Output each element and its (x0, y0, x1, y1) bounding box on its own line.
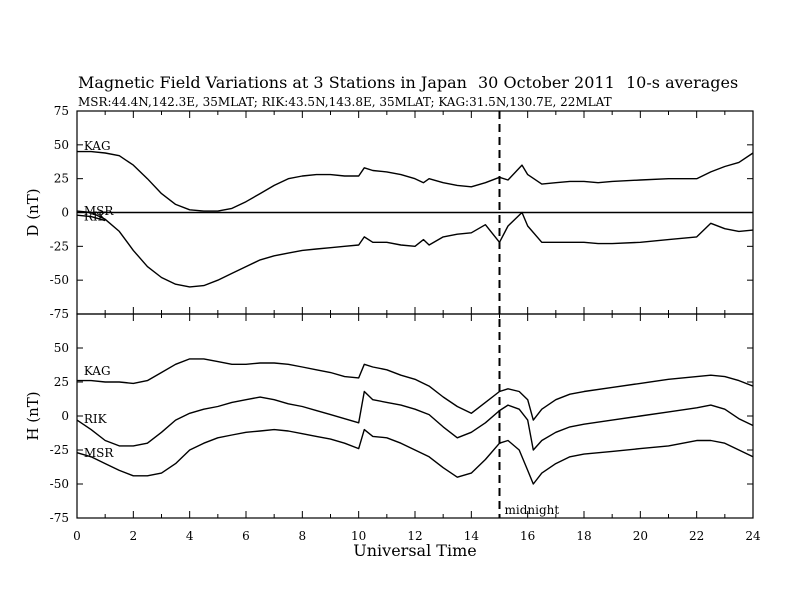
y-tick-label: -25 (50, 239, 69, 253)
x-tick-label: 0 (73, 529, 81, 543)
y-tick-label: 0 (61, 409, 69, 423)
y-tick-label: -50 (50, 273, 69, 287)
series-line-bottom-msr (76, 428, 754, 485)
series-label-top-rik: RIK (84, 210, 108, 224)
series-label-bottom-msr: MSR (84, 446, 115, 460)
series-label-top-msr: MSR (84, 204, 115, 218)
stations-info-line: MSR:44.4N,142.3E, 35MLAT; RIK:43.5N,143.… (78, 95, 612, 109)
x-tick-label: 6 (242, 529, 250, 543)
chart-title: Magnetic Field Variations at 3 Stations … (78, 73, 467, 92)
x-tick-label: 14 (464, 529, 480, 543)
x-axis-label: Universal Time (353, 541, 476, 560)
x-tick-label: 22 (689, 529, 704, 543)
x-tick-label: 20 (633, 529, 648, 543)
series-label-bottom-rik: RIK (84, 412, 108, 426)
bottom-panel-frame (76, 313, 754, 519)
series-line-top-rik (76, 214, 106, 222)
top-y-axis-label: D (nT) (24, 188, 42, 236)
y-tick-label: -25 (50, 443, 69, 457)
y-tick-label: 50 (54, 341, 69, 355)
series-label-bottom-kag: KAG (84, 364, 111, 378)
x-tick-label: 24 (745, 529, 761, 543)
chart-date: 30 October 2011 (478, 73, 615, 92)
x-tick-label: 18 (576, 529, 591, 543)
bottom-y-axis-label: H (nT) (24, 391, 42, 440)
x-tick-label: 10 (351, 529, 366, 543)
y-tick-label: 50 (54, 138, 69, 152)
x-tick-label: 2 (130, 529, 138, 543)
midnight-label: midnight (505, 503, 560, 517)
y-tick-label: -75 (50, 511, 69, 525)
chart-averaging-note: 10-s averages (626, 73, 738, 92)
x-tick-label: 8 (299, 529, 307, 543)
series-label-top-kag: KAG (84, 139, 111, 153)
y-tick-label: 0 (61, 206, 69, 220)
x-tick-label: 4 (186, 529, 194, 543)
x-tick-label: 12 (407, 529, 422, 543)
y-tick-label: -50 (50, 477, 69, 491)
series-line-bottom-rik (76, 390, 754, 451)
series-line-top-kag (77, 150, 754, 212)
x-tick-label: 16 (520, 529, 535, 543)
y-tick-label: 75 (54, 104, 69, 118)
y-tick-label: 25 (54, 375, 69, 389)
y-tick-label: -75 (50, 307, 69, 321)
series-line-top-msr (76, 210, 754, 288)
series-line-bottom-kag (77, 358, 754, 421)
y-tick-label: 25 (54, 172, 69, 186)
